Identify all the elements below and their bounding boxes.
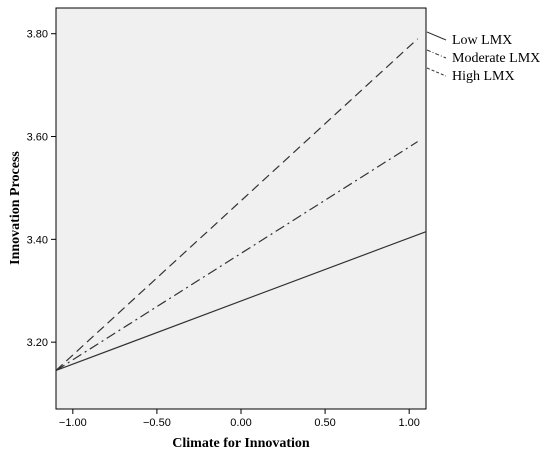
legend-label: Moderate LMX: [452, 51, 540, 66]
y-tick-label: 3.80: [27, 29, 48, 41]
x-axis-title: Climate for Innovation: [172, 436, 310, 451]
x-tick-label: 0.00: [230, 417, 251, 429]
legend-line-dashed: [426, 67, 447, 77]
series-line-solid: [55, 231, 427, 372]
y-tick-label: 3.60: [27, 132, 48, 144]
plot-area: [55, 7, 427, 410]
series-line-dashed: [55, 38, 418, 371]
y-tick-label: 3.20: [27, 337, 48, 349]
legend-label: High LMX: [452, 69, 515, 84]
legend-label: Low LMX: [452, 33, 512, 48]
x-tick-label: 0.50: [314, 417, 335, 429]
legend-line-solid: [426, 31, 447, 41]
legend-line-dashdot: [426, 49, 447, 59]
x-tick-label: 1.00: [398, 417, 419, 429]
y-axis-title: Innovation Process: [8, 151, 23, 265]
x-tick-label: −1.00: [59, 417, 87, 429]
x-tick-label: −0.50: [143, 417, 171, 429]
y-tick-label: 3.40: [27, 234, 48, 246]
